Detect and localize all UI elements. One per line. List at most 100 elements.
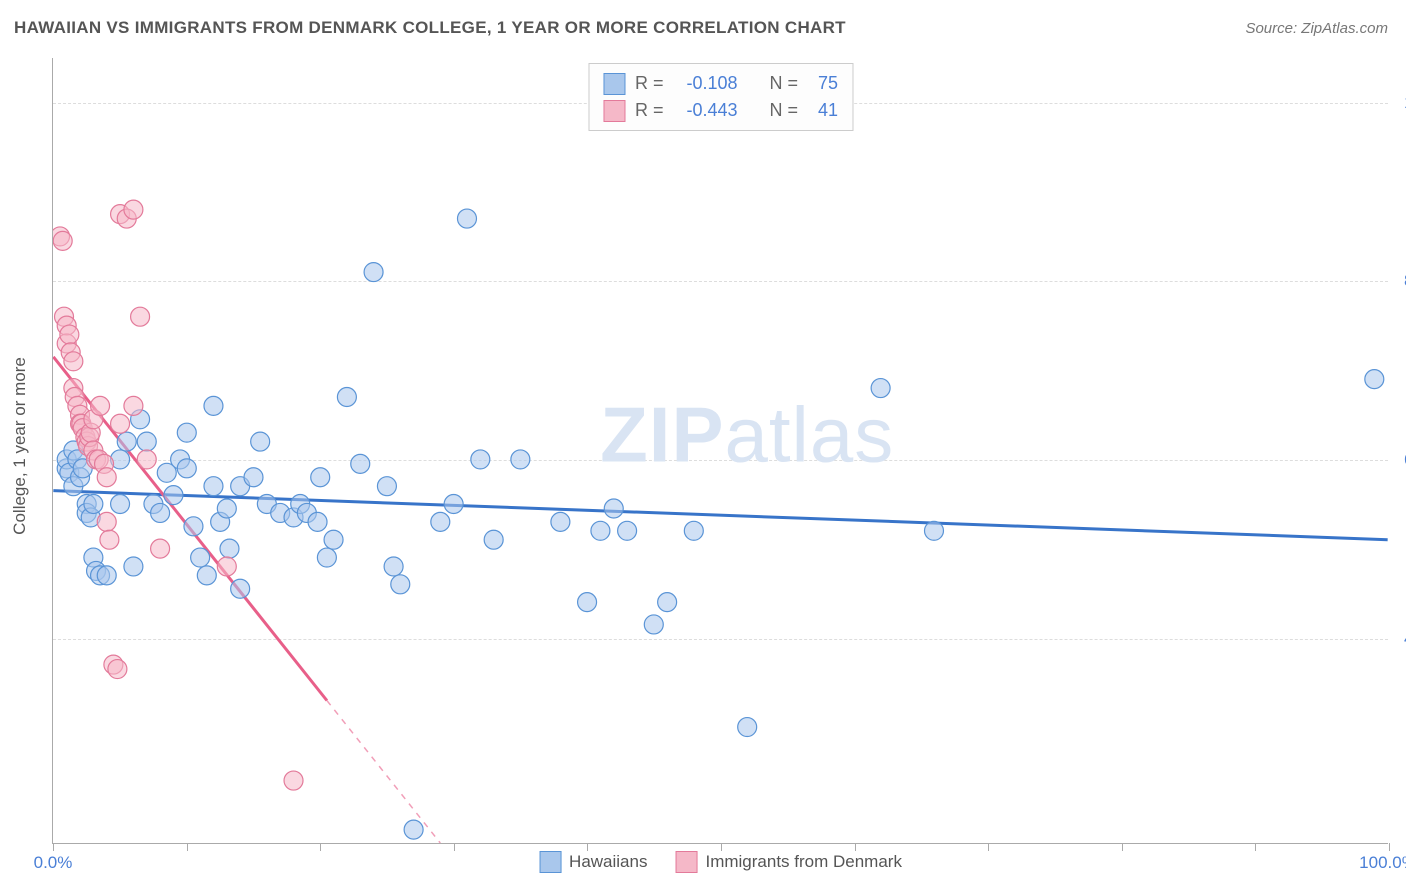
data-point bbox=[244, 468, 263, 487]
data-point bbox=[444, 495, 463, 514]
data-point bbox=[738, 718, 757, 737]
swatch-blue bbox=[603, 73, 625, 95]
data-point bbox=[204, 396, 223, 415]
n-value-2: 41 bbox=[808, 97, 838, 124]
chart-title: HAWAIIAN VS IMMIGRANTS FROM DENMARK COLL… bbox=[14, 18, 846, 38]
swatch-pink bbox=[603, 100, 625, 122]
y-tick-label: 40.0% bbox=[1396, 629, 1406, 649]
data-point bbox=[217, 499, 236, 518]
data-point bbox=[925, 521, 944, 540]
data-point bbox=[1365, 370, 1384, 389]
data-point bbox=[591, 521, 610, 540]
data-point bbox=[578, 593, 597, 612]
data-point bbox=[284, 771, 303, 790]
data-point bbox=[124, 557, 143, 576]
data-point bbox=[60, 325, 79, 344]
data-point bbox=[137, 450, 156, 469]
x-tick bbox=[320, 843, 321, 851]
data-point bbox=[251, 432, 270, 451]
data-point bbox=[97, 468, 116, 487]
data-point bbox=[100, 530, 119, 549]
y-tick-label: 100.0% bbox=[1396, 93, 1406, 113]
data-point bbox=[337, 387, 356, 406]
data-point bbox=[684, 521, 703, 540]
source-attribution: Source: ZipAtlas.com bbox=[1245, 20, 1388, 37]
data-point bbox=[151, 539, 170, 558]
x-axis-min-label: 0.0% bbox=[34, 853, 73, 873]
data-point bbox=[184, 517, 203, 536]
data-point bbox=[317, 548, 336, 567]
data-point bbox=[124, 200, 143, 219]
data-point bbox=[377, 477, 396, 496]
x-tick bbox=[1389, 843, 1390, 851]
x-tick bbox=[1122, 843, 1123, 851]
data-point bbox=[97, 512, 116, 531]
plot-area: ZIPatlas R = -0.108 N = 75 R = -0.443 N … bbox=[52, 58, 1388, 844]
data-point bbox=[84, 495, 103, 514]
data-point bbox=[197, 566, 216, 585]
data-point bbox=[53, 231, 72, 250]
data-point bbox=[177, 423, 196, 442]
data-point bbox=[871, 379, 890, 398]
data-point bbox=[111, 495, 130, 514]
x-tick bbox=[53, 843, 54, 851]
data-point bbox=[91, 396, 110, 415]
data-point bbox=[220, 539, 239, 558]
data-point bbox=[384, 557, 403, 576]
data-point bbox=[391, 575, 410, 594]
data-point bbox=[618, 521, 637, 540]
data-point bbox=[204, 477, 223, 496]
data-point bbox=[137, 432, 156, 451]
x-tick bbox=[1255, 843, 1256, 851]
legend-item-denmark: Immigrants from Denmark bbox=[675, 851, 901, 873]
data-point bbox=[364, 263, 383, 282]
y-tick-label: 60.0% bbox=[1396, 450, 1406, 470]
data-point bbox=[604, 499, 623, 518]
swatch-pink bbox=[675, 851, 697, 873]
data-point bbox=[404, 820, 423, 839]
x-axis-max-label: 100.0% bbox=[1359, 853, 1406, 873]
legend-item-hawaiians: Hawaiians bbox=[539, 851, 647, 873]
data-point bbox=[324, 530, 343, 549]
data-point bbox=[117, 432, 136, 451]
legend-bottom: Hawaiians Immigrants from Denmark bbox=[539, 851, 902, 873]
x-tick bbox=[187, 843, 188, 851]
r-value-2: -0.443 bbox=[674, 97, 738, 124]
data-point bbox=[484, 530, 503, 549]
y-axis-title: College, 1 year or more bbox=[10, 357, 30, 535]
data-point bbox=[308, 512, 327, 531]
data-point bbox=[177, 459, 196, 478]
data-point bbox=[471, 450, 490, 469]
data-point bbox=[457, 209, 476, 228]
x-tick bbox=[454, 843, 455, 851]
x-tick bbox=[587, 843, 588, 851]
data-point bbox=[97, 566, 116, 585]
data-point bbox=[124, 396, 143, 415]
x-tick bbox=[855, 843, 856, 851]
data-point bbox=[551, 512, 570, 531]
legend-row-hawaiians: R = -0.108 N = 75 bbox=[603, 70, 838, 97]
swatch-blue bbox=[539, 851, 561, 873]
x-tick bbox=[988, 843, 989, 851]
data-point bbox=[217, 557, 236, 576]
y-tick-label: 80.0% bbox=[1396, 271, 1406, 291]
data-point bbox=[511, 450, 530, 469]
data-point bbox=[108, 660, 127, 679]
data-point bbox=[231, 579, 250, 598]
data-point bbox=[111, 414, 130, 433]
data-point bbox=[658, 593, 677, 612]
x-tick bbox=[721, 843, 722, 851]
legend-row-denmark: R = -0.443 N = 41 bbox=[603, 97, 838, 124]
data-point bbox=[131, 307, 150, 326]
data-point bbox=[351, 454, 370, 473]
data-point bbox=[64, 352, 83, 371]
data-point bbox=[151, 503, 170, 522]
data-point bbox=[431, 512, 450, 531]
r-value-1: -0.108 bbox=[674, 70, 738, 97]
n-value-1: 75 bbox=[808, 70, 838, 97]
data-point bbox=[191, 548, 210, 567]
scatter-points-svg bbox=[53, 58, 1388, 843]
data-point bbox=[644, 615, 663, 634]
legend-correlation-box: R = -0.108 N = 75 R = -0.443 N = 41 bbox=[588, 63, 853, 131]
data-point bbox=[164, 486, 183, 505]
